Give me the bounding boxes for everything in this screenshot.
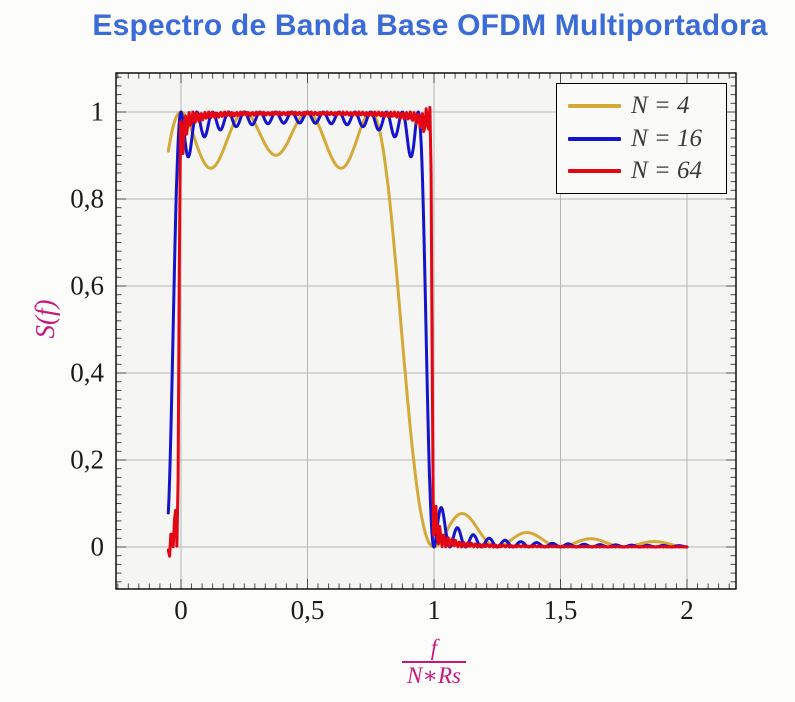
legend-item-label: N = 4 [631,91,690,119]
x-tick-label: 2 [680,595,694,625]
x-axis-label-denominator: N∗Rs [402,661,466,688]
series-line-N-64 [166,106,688,558]
y-tick-label: 0 [90,531,105,562]
legend-line-swatch-n4 [568,103,621,108]
legend-item-n64: N = 64 [557,157,726,185]
legend-box: N = 4 N = 16 N = 64 [556,83,727,194]
x-tick-label: 0 [174,595,188,625]
legend-item-label: N = 16 [631,124,703,152]
y-tick-label: 0,6 [70,270,104,301]
legend-line-swatch-n64 [568,169,621,174]
x-axis-label: f N∗Rs [334,635,534,688]
y-tick-label: 1 [90,96,105,127]
y-tick-label: 0,4 [70,357,104,388]
x-tick-label: 0,5 [290,595,325,625]
y-tick-label: 0,8 [70,183,104,214]
y-tick-label: 0,2 [70,444,104,475]
chart-title: Espectro de Banda Base OFDM Multiportado… [92,9,768,42]
axis-ticks [116,73,736,589]
x-axis-label-numerator: f [430,635,438,660]
series-line-N-16 [166,110,689,549]
x-tick-label: 1 [427,595,441,625]
legend-line-swatch-n16 [568,136,621,141]
legend-item-label: N = 64 [631,157,703,185]
legend-item-n4: N = 4 [557,92,726,120]
legend-item-n16: N = 16 [557,125,726,153]
x-tick-label: 1,5 [543,595,578,625]
plot-frame [115,72,737,590]
